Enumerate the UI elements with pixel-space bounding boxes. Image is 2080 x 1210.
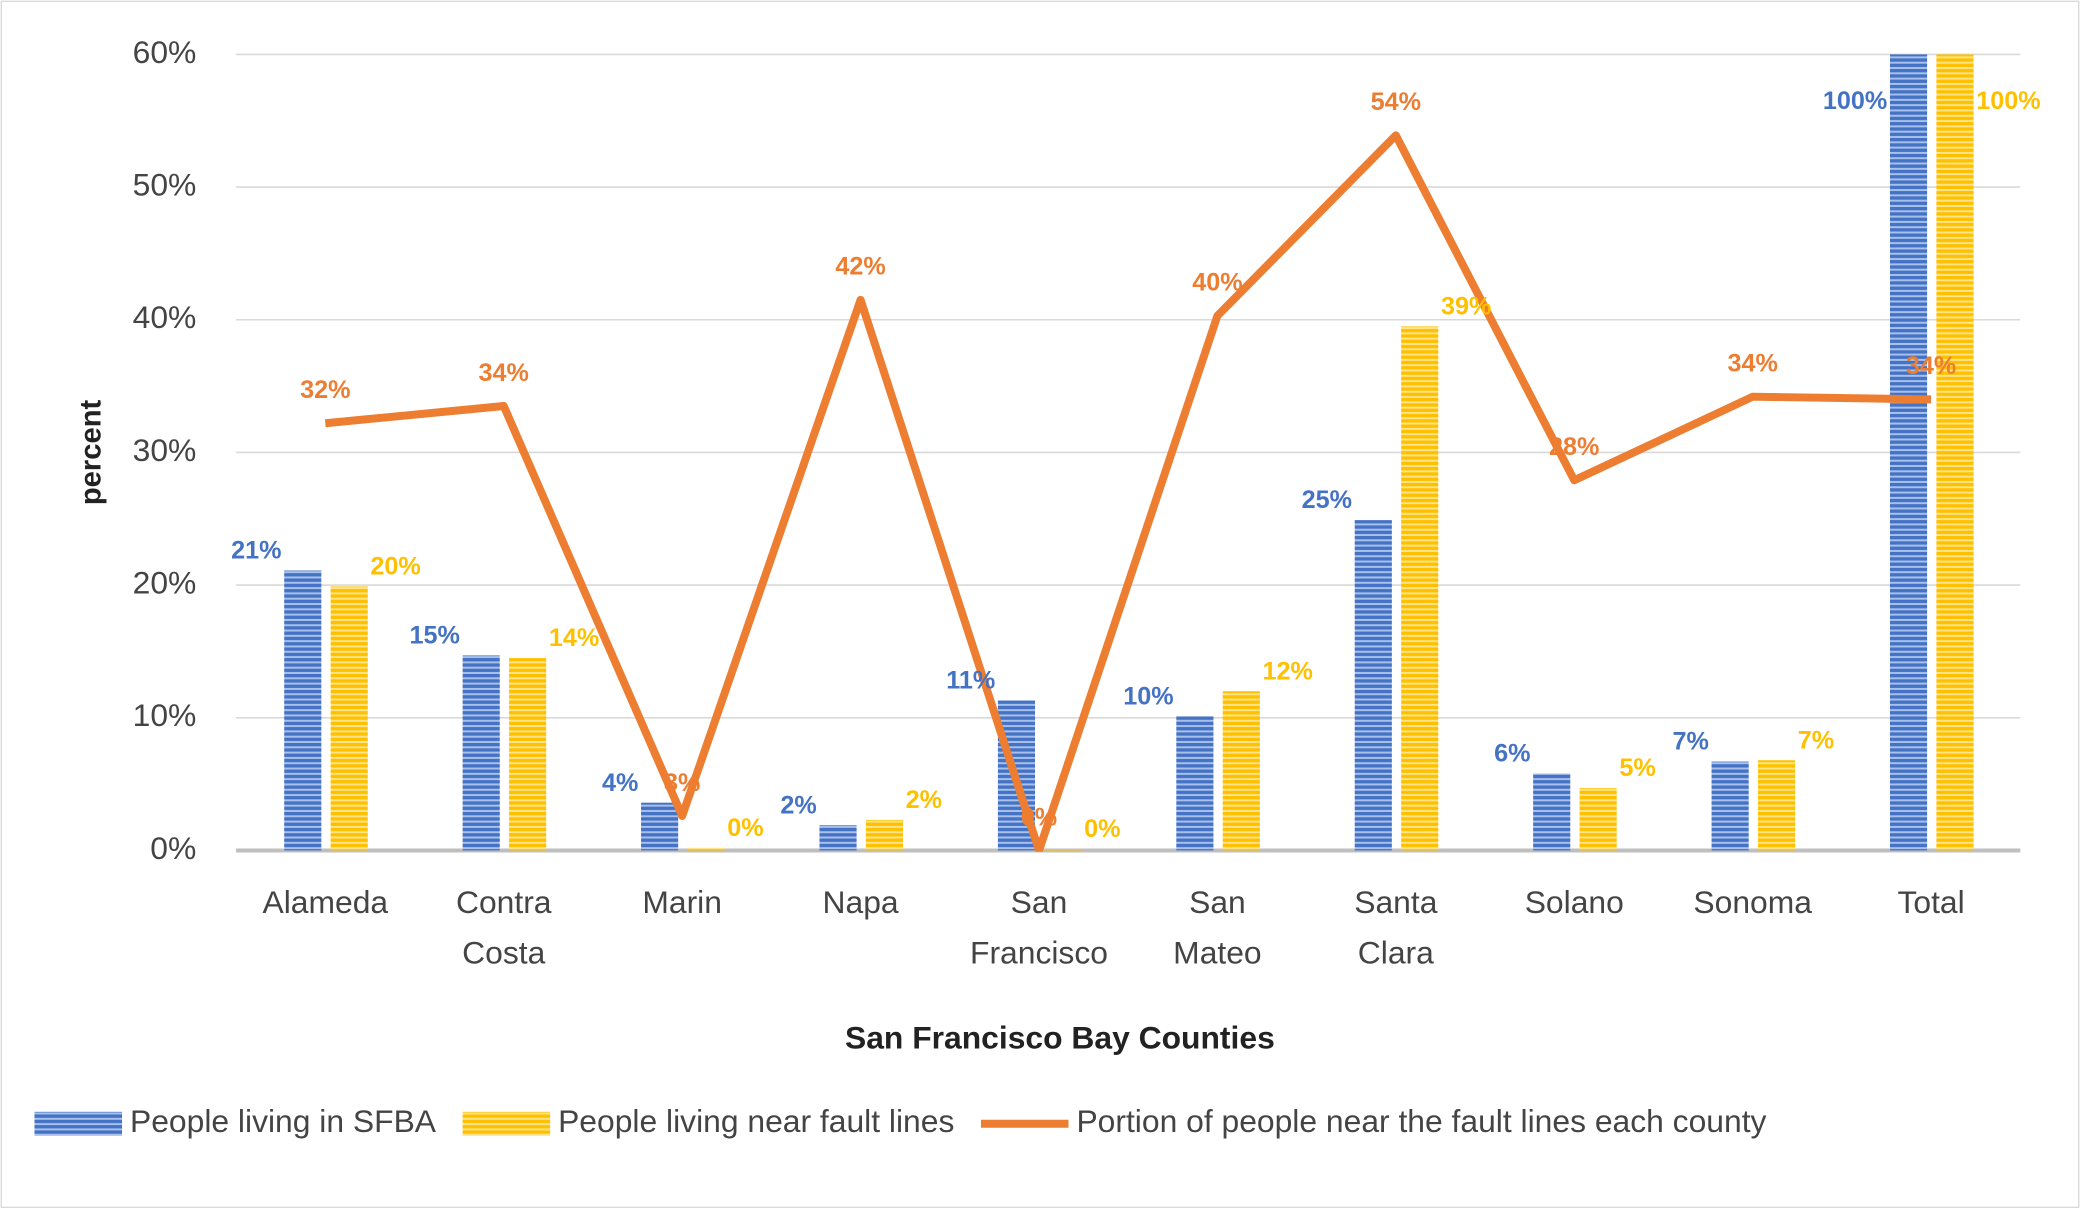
y-tick-label: 10%: [133, 697, 197, 733]
bar: [641, 802, 679, 851]
data-label: 0%: [1021, 803, 1057, 831]
data-label: 54%: [1371, 88, 1421, 116]
data-label: 3%: [664, 769, 700, 797]
bar: [284, 570, 322, 851]
data-label: 100%: [1976, 87, 2040, 115]
data-label: 0%: [1084, 815, 1120, 843]
x-tick-label: Marin: [642, 884, 722, 920]
y-tick-label: 30%: [133, 432, 197, 468]
bar: [1044, 849, 1082, 851]
x-tick-label: Alameda: [263, 884, 389, 920]
data-label: 4%: [602, 769, 638, 797]
data-label: 34%: [1906, 352, 1956, 380]
data-label: 40%: [1192, 269, 1242, 297]
data-label: 15%: [410, 621, 460, 649]
data-label: 20%: [370, 553, 420, 581]
x-tick-label: San Mateo: [1173, 884, 1261, 970]
data-label: 14%: [549, 624, 599, 652]
data-label: 42%: [835, 253, 885, 281]
bar: [1176, 716, 1214, 851]
bar: [509, 658, 547, 851]
data-label: 34%: [479, 359, 529, 387]
y-tick-label: 60%: [133, 34, 197, 70]
data-label: 12%: [1263, 657, 1313, 685]
x-tick-label: Solano: [1525, 884, 1624, 920]
y-axis-title: percent: [76, 399, 108, 505]
bar: [687, 847, 725, 851]
bar: [1533, 773, 1571, 851]
data-label: 28%: [1549, 433, 1599, 461]
data-label: 10%: [1123, 683, 1173, 711]
legend-label: People living in SFBA: [130, 1103, 437, 1139]
bar: [462, 655, 500, 851]
data-label: 7%: [1798, 726, 1834, 754]
data-label: 34%: [1727, 350, 1777, 378]
data-label: 5%: [1619, 754, 1655, 782]
bar: [1222, 691, 1260, 851]
line: [324, 131, 1932, 852]
legend-label: People living near fault lines: [558, 1103, 954, 1139]
y-tick-label: 40%: [133, 299, 197, 335]
x-tick-label: Contra Costa: [456, 884, 552, 970]
bar: [1889, 54, 1928, 851]
bar: [1579, 788, 1617, 851]
legend-swatch: [34, 1111, 123, 1136]
x-tick-label: Total: [1897, 884, 1964, 920]
bar: [1354, 520, 1392, 851]
legend-swatch: [462, 1111, 551, 1136]
data-label: 2%: [780, 791, 816, 819]
data-label: 0%: [727, 814, 763, 842]
data-label: 6%: [1494, 740, 1530, 768]
bar: [865, 819, 904, 851]
data-label: 39%: [1441, 292, 1491, 320]
bar: [1936, 54, 1974, 851]
y-tick-label: 50%: [133, 166, 197, 202]
bar: [1711, 761, 1749, 851]
data-label: 2%: [906, 786, 942, 814]
plot-area: [284, 54, 1974, 852]
data-label: 7%: [1672, 728, 1708, 756]
bar: [1401, 326, 1439, 851]
bar: [1757, 760, 1796, 851]
y-tick-label: 0%: [150, 830, 196, 866]
x-tick-label: San Francisco: [970, 884, 1108, 970]
data-label: 100%: [1823, 87, 1887, 115]
y-tick-label: 20%: [133, 565, 197, 601]
data-label: 11%: [946, 667, 995, 695]
x-tick-label: Santa Clara: [1354, 884, 1437, 970]
data-label: 25%: [1302, 486, 1352, 514]
x-tick-label: Napa: [823, 884, 899, 920]
x-tick-label: Sonoma: [1693, 884, 1812, 920]
x-axis-title: San Francisco Bay Counties: [845, 1020, 1275, 1056]
legend-label: Portion of people near the fault lines e…: [1076, 1103, 1766, 1139]
bar: [330, 586, 368, 851]
data-label: 21%: [231, 537, 281, 565]
data-label: 32%: [300, 376, 350, 404]
bar: [819, 825, 857, 851]
